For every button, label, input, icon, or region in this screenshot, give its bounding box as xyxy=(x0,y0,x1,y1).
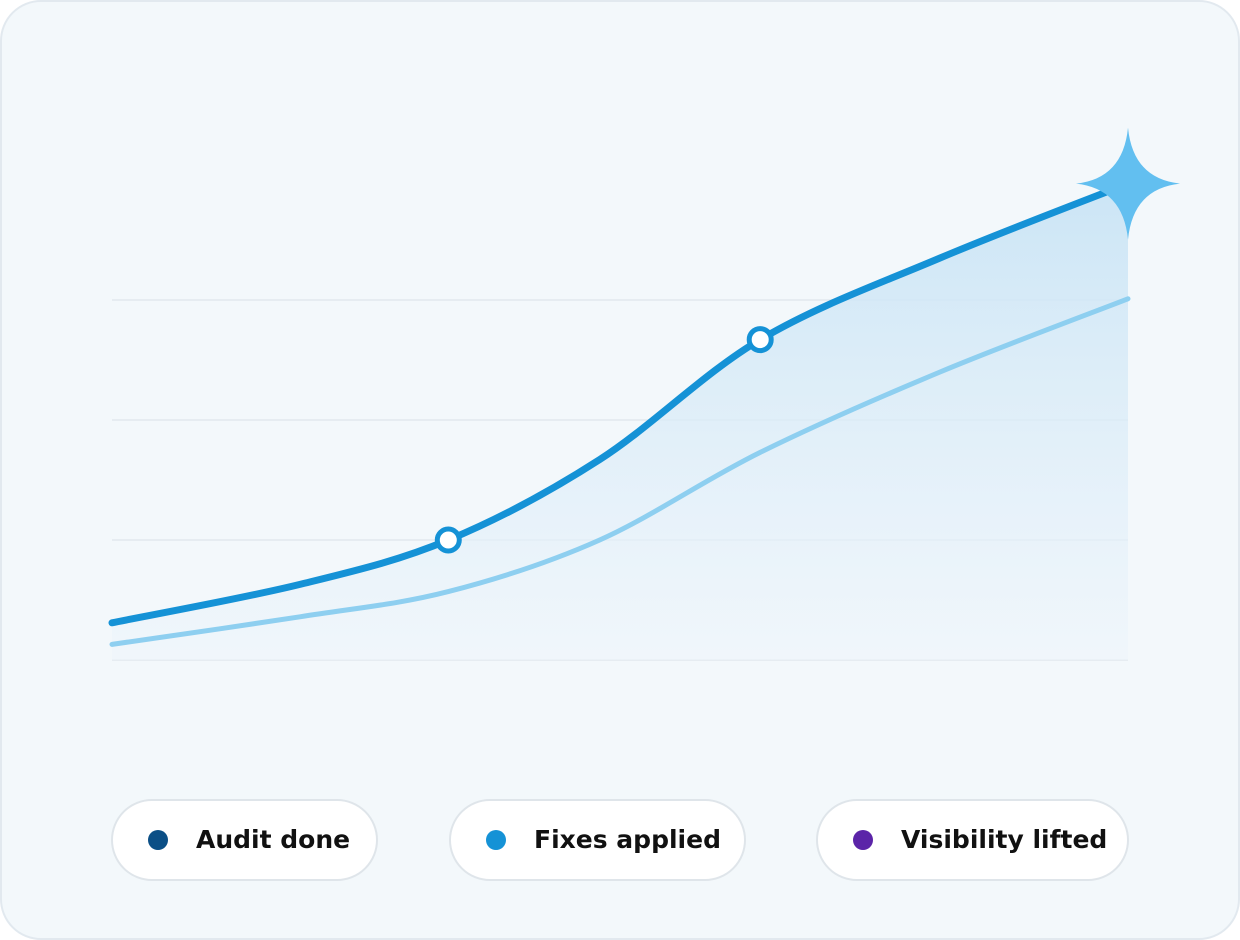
area xyxy=(112,183,1128,660)
legend-label: Audit done xyxy=(196,825,350,854)
milestone-marker xyxy=(434,526,462,554)
legend-dot xyxy=(486,830,506,850)
milestone-marker xyxy=(746,326,774,354)
star-marker xyxy=(1076,127,1180,240)
legend-pill xyxy=(111,799,378,881)
line xyxy=(109,296,1131,647)
line xyxy=(108,180,1132,627)
legend-pill xyxy=(816,799,1129,881)
legend-label: Visibility lifted xyxy=(901,825,1107,854)
legend-dot xyxy=(853,830,873,850)
legend-dot xyxy=(148,830,168,850)
legend-label: Fixes applied xyxy=(534,825,721,854)
legend-pill xyxy=(449,799,746,881)
